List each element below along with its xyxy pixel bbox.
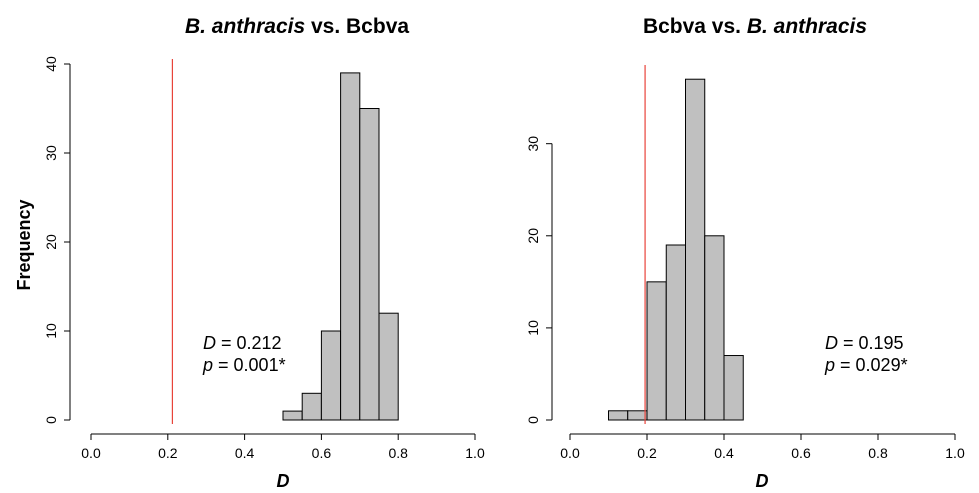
- left-bar-3: [340, 72, 361, 421]
- left-histogram-panel: B. anthracis vs. Bcbva D D = 0.212 p = 0…: [43, 15, 485, 491]
- left-x-tick-label-2: 0.4: [235, 445, 255, 461]
- left-title-rest: vs. Bcbva: [305, 15, 409, 38]
- right-title-rest: Bcbva vs.: [643, 15, 747, 38]
- right-histogram-panel: Bcbva vs. B. anthracis D D = 0.195 p = 0…: [525, 15, 965, 491]
- right-x-tick-label-4: 0.8: [868, 445, 888, 461]
- right-bar-2: [646, 281, 667, 421]
- left-x-tick-label-3: 0.6: [312, 445, 332, 461]
- right-y-tick-label-0: 0: [525, 416, 541, 424]
- right-chart-title: Bcbva vs. B. anthracis: [643, 15, 867, 38]
- left-bar-0: [282, 410, 303, 421]
- left-annotation-p-symbol: p: [202, 355, 213, 375]
- left-x-axis-label: D: [277, 471, 290, 491]
- right-annotation-p: p = 0.029*: [824, 355, 908, 375]
- right-annotation-p-value: = 0.029*: [835, 355, 908, 375]
- right-y-tick-label-1: 10: [525, 320, 541, 336]
- left-chart-title: B. anthracis vs. Bcbva: [185, 15, 409, 38]
- left-y-tick-label-4: 40: [43, 56, 59, 72]
- right-bar-4: [685, 78, 706, 421]
- right-x-tick-label-2: 0.4: [714, 445, 734, 461]
- left-bar-5: [378, 312, 399, 421]
- right-annotation-d-value: = 0.195: [838, 333, 904, 353]
- left-annotation-d: D = 0.212: [203, 333, 282, 353]
- right-bar-5: [704, 235, 725, 421]
- right-annotation-d: D = 0.195: [825, 333, 904, 353]
- right-y-tick-label-2: 20: [525, 228, 541, 244]
- right-x-tick-label-3: 0.6: [791, 445, 811, 461]
- right-x-axis-label: D: [756, 471, 769, 491]
- left-y-tick-label-2: 20: [43, 234, 59, 250]
- right-bar-1: [627, 410, 648, 421]
- right-bar-6: [723, 355, 744, 421]
- left-annotation-p-value: = 0.001*: [213, 355, 286, 375]
- left-x-tick-label-0: 0.0: [81, 445, 101, 461]
- right-bar-3: [665, 244, 686, 421]
- y-axis-label: Frequency: [14, 199, 34, 290]
- right-x-tick-label-1: 0.2: [637, 445, 657, 461]
- right-y-tick-label-3: 30: [525, 136, 541, 152]
- left-bar-4: [359, 108, 380, 421]
- right-annotation-d-symbol: D: [825, 333, 838, 353]
- right-annotation-p-symbol: p: [824, 355, 835, 375]
- right-x-tick-label-5: 1.0: [945, 445, 965, 461]
- left-annotation-d-value: = 0.212: [216, 333, 282, 353]
- right-bar-0: [608, 410, 629, 421]
- left-x-tick-label-4: 0.8: [388, 445, 408, 461]
- right-x-tick-label-0: 0.0: [560, 445, 580, 461]
- left-y-tick-label-3: 30: [43, 145, 59, 161]
- left-bar-1: [301, 392, 322, 421]
- left-x-tick-label-5: 1.0: [465, 445, 485, 461]
- left-annotation-d-symbol: D: [203, 333, 216, 353]
- left-annotation-p: p = 0.001*: [202, 355, 286, 375]
- left-x-tick-label-1: 0.2: [158, 445, 178, 461]
- left-title-italic: B. anthracis: [185, 15, 305, 38]
- left-y-tick-label-0: 0: [43, 416, 59, 424]
- left-y-tick-label-1: 10: [43, 323, 59, 339]
- left-bar-2: [320, 330, 342, 421]
- right-title-italic: B. anthracis: [747, 15, 867, 38]
